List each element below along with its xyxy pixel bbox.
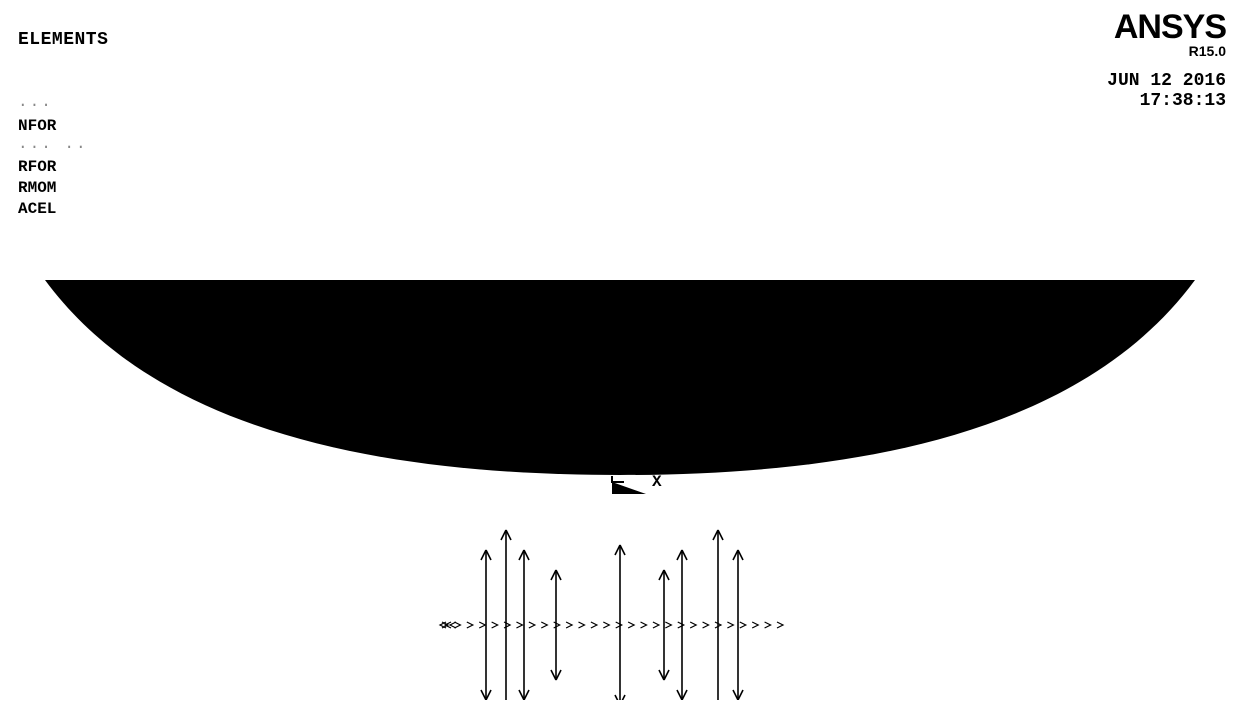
vector-arrows <box>481 530 743 700</box>
legend-item-rfor: RFOR <box>18 157 88 178</box>
elements-diagram: X <box>0 280 1240 700</box>
horizontal-scatter <box>440 622 783 628</box>
time-label: 17:38:13 <box>1107 91 1226 111</box>
mesh-body <box>45 280 1195 475</box>
svg-text:X: X <box>652 473 662 491</box>
legend-dots-2: ··· ·· <box>18 137 88 158</box>
coordinate-triad: X <box>612 473 662 494</box>
brand-label: ANSYS <box>1107 8 1226 47</box>
legend-list: ··· NFOR ··· ·· RFOR RMOM ACEL <box>18 95 88 220</box>
legend-item-acel: ACEL <box>18 199 88 220</box>
date-label: JUN 12 2016 <box>1107 71 1226 91</box>
header-right: ANSYS R15.0 JUN 12 2016 17:38:13 <box>1107 8 1226 111</box>
plot-title: ELEMENTS <box>18 30 108 50</box>
header-left: ELEMENTS <box>18 30 108 50</box>
legend-item-rmom: RMOM <box>18 178 88 199</box>
legend-item-nfor: NFOR <box>18 116 88 137</box>
legend-dots-1: ··· <box>18 95 88 116</box>
